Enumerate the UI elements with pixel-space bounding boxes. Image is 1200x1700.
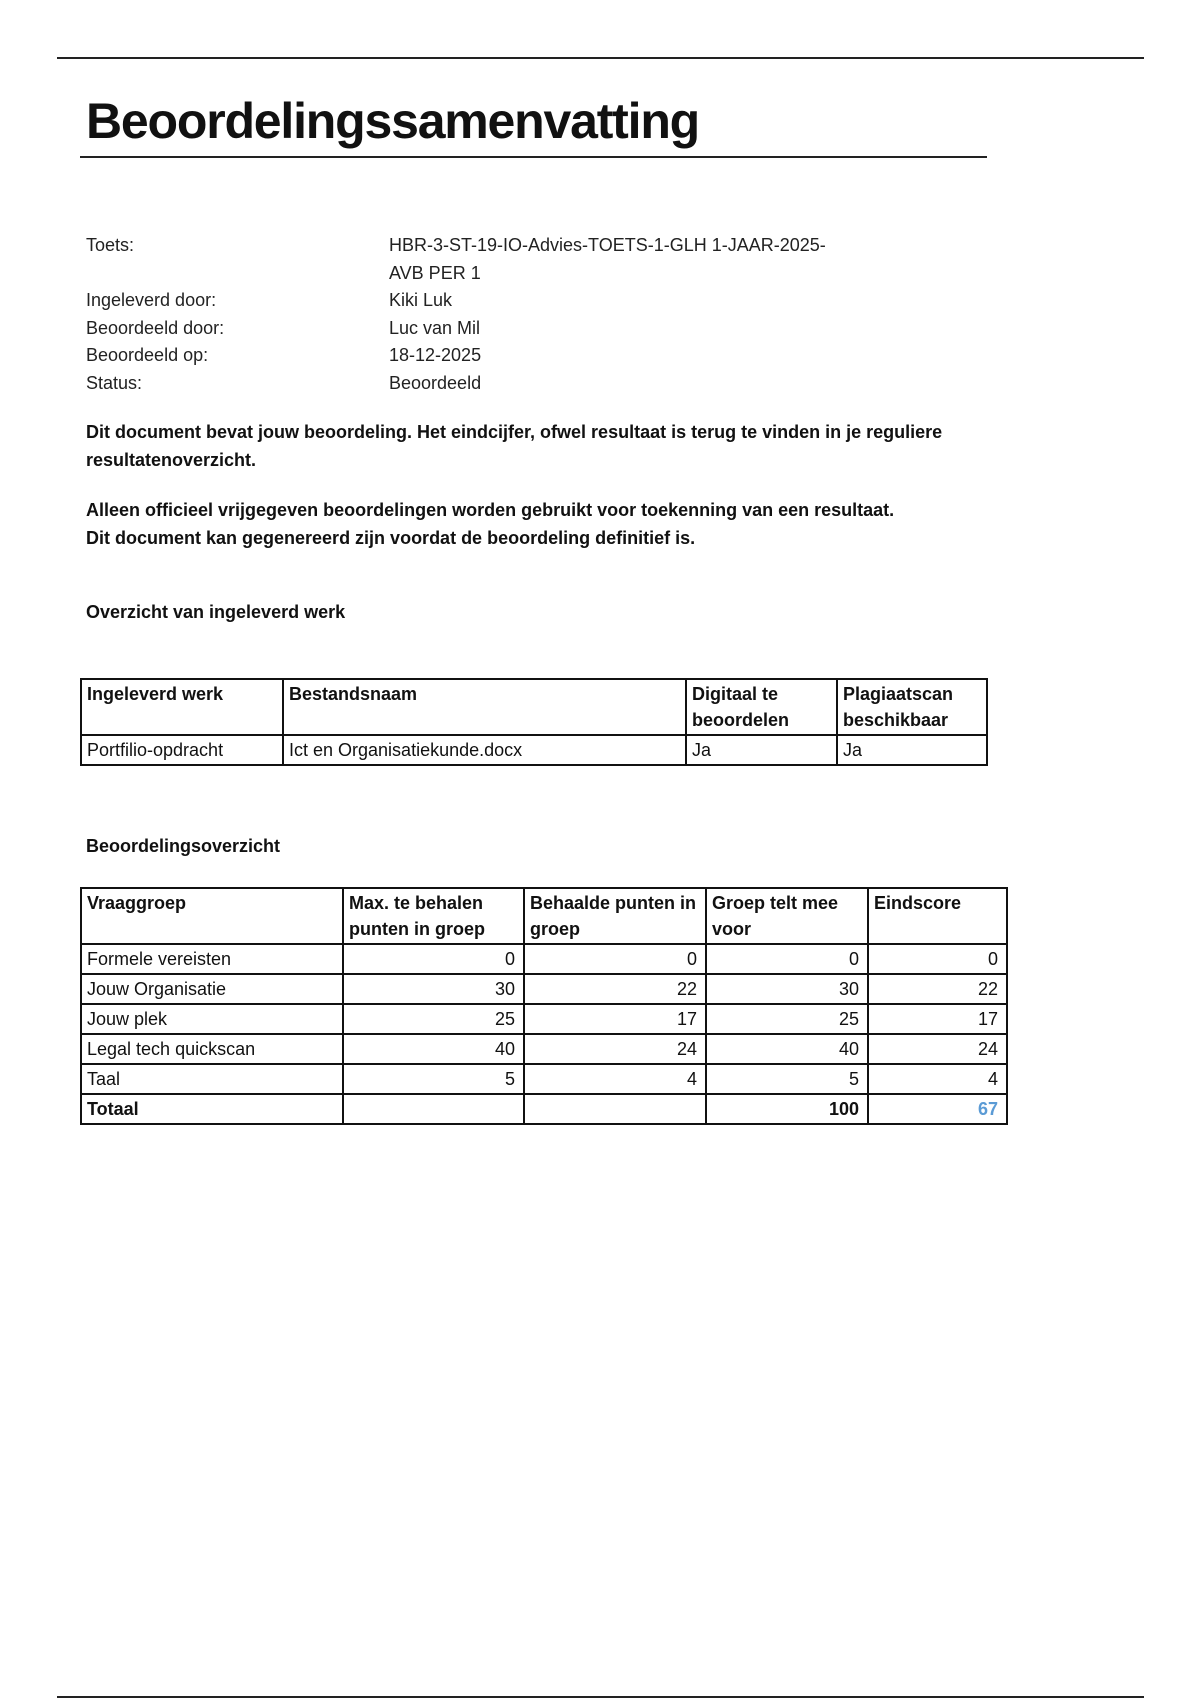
- cell: 25: [342, 1003, 525, 1035]
- col-header: Digitaal te beoordelen: [685, 678, 838, 736]
- col-header: Eindscore: [867, 887, 1008, 945]
- cell: 17: [867, 1003, 1008, 1035]
- col-header: Behaalde punten in groep: [523, 887, 707, 945]
- info-row-toets: Toets: HBR-3-ST-19-IO-Advies-TOETS-1-GLH …: [86, 232, 859, 287]
- cell: Legal tech quickscan: [80, 1033, 344, 1065]
- info-value: Kiki Luk: [389, 290, 453, 310]
- cell: 4: [523, 1063, 707, 1095]
- table-row: Jouw Organisatie 30 22 30 22: [80, 973, 1008, 1005]
- page-title: Beoordelingssamenvatting: [86, 93, 700, 149]
- notice-official: Alleen officieel vrijgegeven beoordeling…: [86, 500, 895, 520]
- cell: Ict en Organisatiekunde.docx: [282, 734, 687, 766]
- total-row: Totaal 100 67: [80, 1093, 1008, 1125]
- info-value: Beoordeeld: [389, 372, 482, 393]
- cell: 0: [705, 943, 869, 975]
- cell: 40: [705, 1033, 869, 1065]
- total-weight: 100: [705, 1093, 869, 1125]
- col-header: Plagiaatscan beschikbaar: [836, 678, 988, 736]
- grading-heading: Beoordelingsoverzicht: [86, 836, 281, 856]
- cell: 4: [867, 1063, 1008, 1095]
- cell: 40: [342, 1033, 525, 1065]
- cell: Formele vereisten: [80, 943, 344, 975]
- cell: 24: [867, 1033, 1008, 1065]
- table-header-row: Vraaggroep Max. te behalen punten in gro…: [80, 887, 1008, 945]
- info-row-ingeleverd: Ingeleverd door: Kiki Luk: [86, 287, 859, 315]
- bottom-rule: [57, 1696, 1144, 1698]
- cell: 25: [705, 1003, 869, 1035]
- table-row: Taal 5 4 5 4: [80, 1063, 1008, 1095]
- top-rule: [57, 57, 1144, 59]
- cell: 22: [867, 973, 1008, 1005]
- info-label: Ingeleverd door:: [86, 290, 217, 310]
- info-value: Luc van Mil: [389, 317, 481, 338]
- table-row: Jouw plek 25 17 25 17: [80, 1003, 1008, 1035]
- cell: 5: [342, 1063, 525, 1095]
- total-score: 67: [867, 1093, 1008, 1125]
- info-block: Toets: HBR-3-ST-19-IO-Advies-TOETS-1-GLH …: [86, 232, 859, 397]
- info-label: Beoordeeld op:: [86, 345, 209, 365]
- cell: Ja: [836, 734, 988, 766]
- cell: Portfilio-opdracht: [80, 734, 284, 766]
- work-heading: Overzicht van ingeleverd werk: [86, 602, 346, 622]
- info-label: Toets:: [86, 235, 135, 255]
- cell: [342, 1093, 525, 1125]
- cell: 30: [705, 973, 869, 1005]
- col-header: Groep telt mee voor: [705, 887, 869, 945]
- cell: Jouw Organisatie: [80, 973, 344, 1005]
- table-row: Portfilio-opdracht Ict en Organisatiekun…: [80, 734, 988, 766]
- cell: 0: [342, 943, 525, 975]
- cell: Ja: [685, 734, 838, 766]
- info-row-beoordeeld-door: Beoordeeld door: Luc van Mil: [86, 315, 859, 343]
- cell: 30: [342, 973, 525, 1005]
- cell: 24: [523, 1033, 707, 1065]
- notice-draft: Dit document kan gegenereerd zijn voorda…: [86, 528, 696, 548]
- cell: 0: [867, 943, 1008, 975]
- col-header: Bestandsnaam: [282, 678, 687, 736]
- cell: 22: [523, 973, 707, 1005]
- notice-result: Dit document bevat jouw beoordeling. Het…: [86, 422, 943, 470]
- grading-table: Vraaggroep Max. te behalen punten in gro…: [80, 887, 1008, 1125]
- cell: [523, 1093, 707, 1125]
- cell: Taal: [80, 1063, 344, 1095]
- info-row-status: Status: Beoordeeld: [86, 370, 859, 398]
- cell: 17: [523, 1003, 707, 1035]
- info-value: 18-12-2025: [389, 345, 482, 365]
- table-row: Legal tech quickscan 40 24 40 24: [80, 1033, 1008, 1065]
- col-header: Ingeleverd werk: [80, 678, 284, 736]
- col-header: Vraaggroep: [80, 887, 344, 945]
- info-label: Status:: [86, 372, 143, 393]
- info-label: Beoordeeld door:: [86, 317, 225, 338]
- table-row: Formele vereisten 0 0 0 0: [80, 943, 1008, 975]
- title-underline: [80, 156, 987, 158]
- total-label: Totaal: [80, 1093, 344, 1125]
- table-header-row: Ingeleverd werk Bestandsnaam Digitaal te…: [80, 678, 988, 736]
- cell: Jouw plek: [80, 1003, 344, 1035]
- work-table: Ingeleverd werk Bestandsnaam Digitaal te…: [80, 678, 988, 766]
- info-row-beoordeeld-op: Beoordeeld op: 18-12-2025: [86, 342, 859, 370]
- col-header: Max. te behalen punten in groep: [342, 887, 525, 945]
- cell: 0: [523, 943, 707, 975]
- cell: 5: [705, 1063, 869, 1095]
- info-value: HBR-3-ST-19-IO-Advies-TOETS-1-GLH 1-JAAR…: [389, 235, 826, 283]
